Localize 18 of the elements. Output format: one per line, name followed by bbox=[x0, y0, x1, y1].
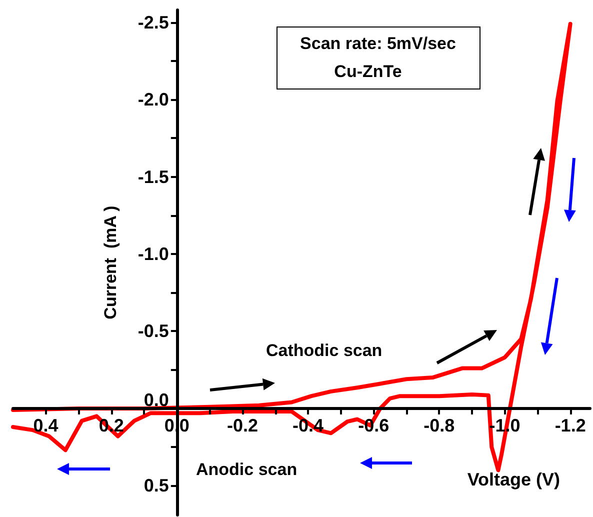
x-tick-label: -0.6 bbox=[358, 415, 390, 436]
y-tick-label: 0.5 bbox=[144, 476, 169, 496]
x-axis-title: Voltage (V) bbox=[467, 469, 560, 490]
x-tick-label: -0.8 bbox=[424, 415, 455, 436]
annotation: Scan rate: 5mV/sec bbox=[300, 34, 456, 53]
y-tick-label: -1.5 bbox=[138, 166, 169, 187]
annotation: Cu-ZnTe bbox=[334, 62, 402, 81]
y-tick-label: -2.0 bbox=[138, 90, 169, 110]
x-tick-label: -1.2 bbox=[554, 415, 586, 436]
y-axis-title: Current (mA ) bbox=[100, 206, 120, 320]
y-tick-label: -0.5 bbox=[138, 321, 169, 342]
y-tick-label: 0.0 bbox=[144, 390, 169, 410]
x-tick-label: -0.2 bbox=[226, 415, 258, 436]
x-tick-label: 0.4 bbox=[33, 415, 58, 436]
y-tick-label: -2.5 bbox=[138, 12, 169, 32]
annotation: Cathodic scan bbox=[266, 341, 382, 360]
y-tick-label: -1.0 bbox=[138, 244, 169, 264]
annotation: Anodic scan bbox=[196, 460, 298, 479]
